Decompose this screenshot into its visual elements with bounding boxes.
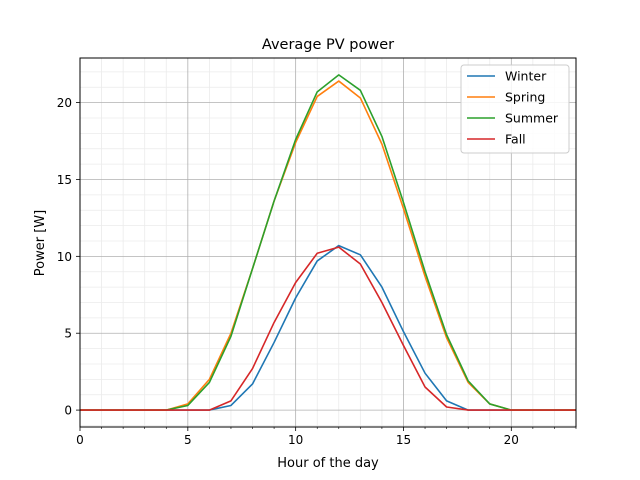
legend: Winter Spring Summer Fall — [460, 64, 570, 154]
legend-label-winter: Winter — [505, 69, 547, 84]
x-tick-label: 0 — [76, 433, 84, 447]
x-tick-label: 5 — [184, 433, 192, 447]
legend-label-fall: Fall — [505, 132, 526, 147]
legend-label-summer: Summer — [505, 111, 559, 126]
plot-frame — [79, 57, 577, 428]
y-tick-label: 20 — [57, 96, 72, 110]
chart-title: Average PV power — [262, 37, 394, 53]
axis-ticks: 0 5 10 15 20 0 5 10 15 20 — [57, 96, 577, 447]
series-line-winter — [80, 244, 576, 411]
series-line-fall — [80, 246, 576, 411]
series-layer — [80, 74, 576, 411]
x-tick-label: 15 — [396, 433, 411, 447]
x-tick-label: 10 — [288, 433, 303, 447]
y-tick-label: 5 — [64, 327, 72, 341]
x-tick-label: 20 — [504, 433, 519, 447]
legend-label-spring: Spring — [505, 90, 545, 105]
legend-box — [460, 64, 570, 154]
x-axis-label: Hour of the day — [277, 456, 379, 471]
y-tick-label: 10 — [57, 250, 72, 264]
y-axis-label: Power [W] — [33, 210, 48, 276]
y-tick-label: 0 — [64, 404, 72, 418]
y-tick-label: 15 — [57, 173, 72, 187]
